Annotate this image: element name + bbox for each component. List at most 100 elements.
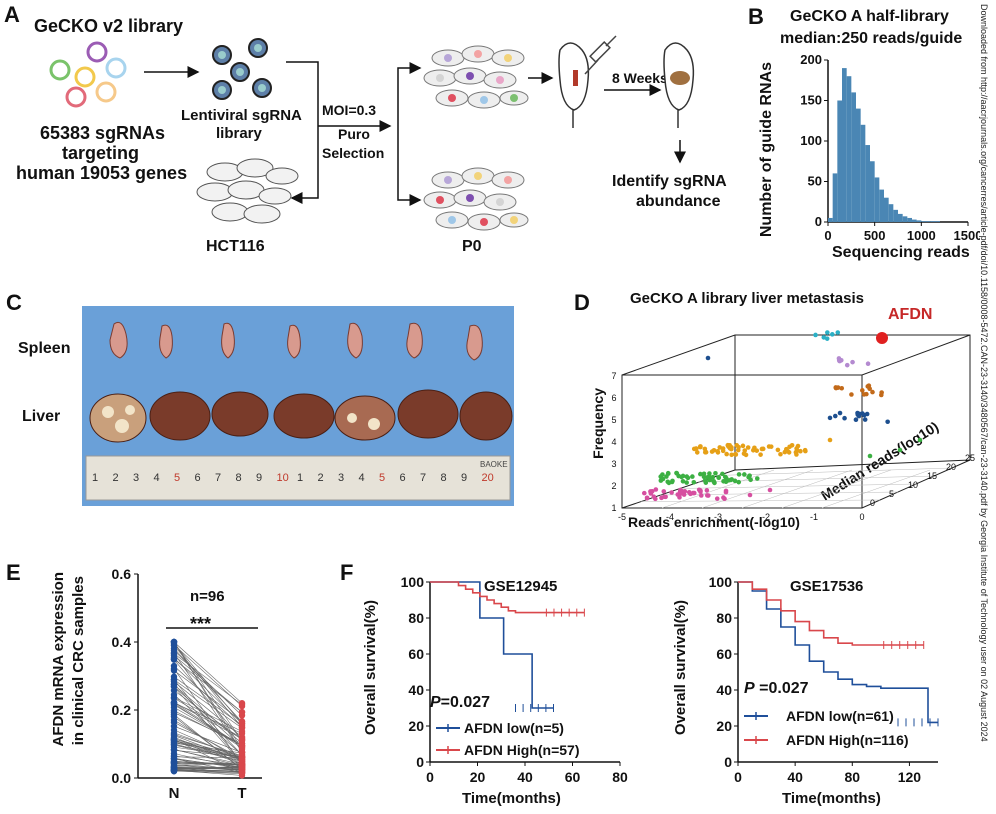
scatter3d-point	[702, 446, 708, 452]
histogram-title-1: GeCKO A half-library	[790, 8, 949, 25]
group-label-n: N	[169, 785, 180, 800]
paired-y-tick-label: 0.4	[112, 634, 132, 650]
scatter3d-point	[716, 475, 722, 480]
t-sample-point	[238, 762, 246, 770]
ruler-number: 9	[461, 472, 468, 484]
ruler-number: 4	[358, 472, 365, 484]
scatter3d-point	[747, 492, 753, 498]
mouse-liver-icon	[663, 42, 695, 128]
panel-f-label: F	[340, 560, 354, 585]
km-left-chart: 0 20 40 60 80 100 0 20 40 60 80	[401, 574, 628, 785]
km-y-tick-label: 80	[716, 610, 732, 626]
syringe-icon	[584, 35, 617, 75]
scatter3d-point	[698, 489, 703, 495]
scatter3d-point	[789, 442, 795, 448]
scatter3d-point	[649, 488, 655, 494]
scatter3d-point	[720, 471, 725, 477]
panel-a-label: A	[4, 2, 20, 27]
scatter3d-point	[732, 478, 738, 484]
puro-label-2: Selection	[322, 145, 385, 161]
scatter3d-point	[754, 448, 760, 453]
km-y-tick-label: 20	[716, 718, 732, 734]
scatter3d-point	[665, 471, 671, 476]
scatter3d-point	[830, 332, 835, 337]
scatter3d-point	[803, 448, 808, 454]
identify-label-2: abundance	[636, 193, 721, 210]
plasmid-rings-icon	[49, 41, 127, 108]
paired-line	[173, 729, 243, 760]
scatter3d-z-tick-label: 0	[870, 498, 875, 508]
histogram-bar	[912, 219, 917, 222]
scatter3d-point	[864, 411, 870, 417]
n-sample-point	[170, 704, 178, 711]
km-left-pvalue: P=0.027	[430, 694, 491, 711]
scatter3d-point	[684, 480, 689, 485]
scatter3d-z-tick-label: 15	[927, 471, 937, 481]
km-high-curve	[738, 581, 924, 646]
histogram-bar	[842, 68, 847, 222]
scatter3d-point	[837, 358, 842, 364]
histogram-bar	[856, 108, 861, 222]
ruler-number: 8	[440, 472, 447, 484]
liver-mark-icon	[670, 71, 690, 85]
km-x-tick-label: 20	[470, 769, 486, 785]
paired-plot-chart: 0.0 0.2 0.4 0.6 N T	[112, 566, 262, 800]
km-y-tick-label: 60	[408, 646, 424, 662]
scatter3d-z-tick-label: 10	[908, 480, 918, 490]
lentiviral-label-2: library	[216, 125, 262, 142]
t-sample-point	[238, 718, 246, 726]
paired-line	[173, 707, 243, 747]
scatter3d-point	[680, 479, 686, 484]
scatter3d-point	[678, 491, 683, 496]
scatter3d-y-tick-label: 6	[611, 393, 616, 403]
paired-line	[173, 652, 243, 752]
paired-line	[173, 734, 243, 757]
paired-y-tick-label: 0.0	[112, 770, 132, 786]
histogram-x-tick-label: 1500	[954, 228, 980, 243]
paired-line	[173, 686, 243, 748]
scatter3d-point	[669, 490, 674, 495]
scatter3d-point	[722, 474, 728, 480]
spleen-row-label: Spleen	[18, 340, 71, 357]
km-y-tick-label: 60	[716, 646, 732, 662]
paired-line	[173, 679, 243, 764]
ruler-number: 2	[317, 472, 324, 484]
download-note: Downloaded from http://aacrjournals.org/…	[979, 4, 989, 742]
paired-plot-ylabel-2: in clinical CRC samples	[70, 576, 87, 746]
ruler-number: 5	[174, 472, 181, 484]
ruler-number: 6	[399, 472, 406, 484]
scatter3d-point	[717, 445, 723, 450]
scatter3d-x-tick-label: -3	[714, 512, 722, 520]
histogram-bar	[832, 173, 838, 222]
paired-line	[173, 758, 243, 773]
scatter3d-point	[849, 392, 854, 397]
lentiviral-label-1: Lentiviral sgRNA	[181, 107, 302, 124]
km-left-legend-high: AFDN High(n=57)	[464, 742, 580, 758]
t-sample-point	[238, 749, 246, 756]
ruler-number: 6	[194, 472, 201, 484]
km-right-pvalue: P =0.027	[744, 680, 809, 697]
scatter3d-point	[660, 476, 666, 482]
panel-e-label: E	[6, 560, 21, 585]
histogram-bar	[874, 177, 880, 222]
scatter3d-point	[767, 487, 773, 493]
paired-line	[173, 686, 243, 764]
paired-line	[173, 657, 243, 724]
km-left-legend-low: AFDN low(n=5)	[464, 720, 564, 736]
puro-label-1: Puro	[338, 126, 370, 142]
scatter3d-z-tick-label: 25	[965, 453, 975, 463]
scatter3d-point	[853, 417, 859, 423]
km-left-ylabel: Overall survival(%)	[362, 600, 379, 736]
scatter3d-point	[720, 448, 726, 454]
scatter3d-point	[690, 474, 695, 479]
n-sample-point	[170, 687, 178, 694]
panel-c-label: C	[6, 290, 22, 315]
scatter3d-point	[729, 452, 734, 458]
scatter3d-point	[721, 478, 726, 484]
paired-line	[173, 753, 243, 769]
panel-a-schematic	[49, 35, 695, 231]
grid-line	[678, 483, 917, 489]
scatter3d-x-tick-label: -4	[666, 512, 674, 520]
paired-line	[173, 762, 243, 767]
paired-line	[173, 650, 243, 716]
